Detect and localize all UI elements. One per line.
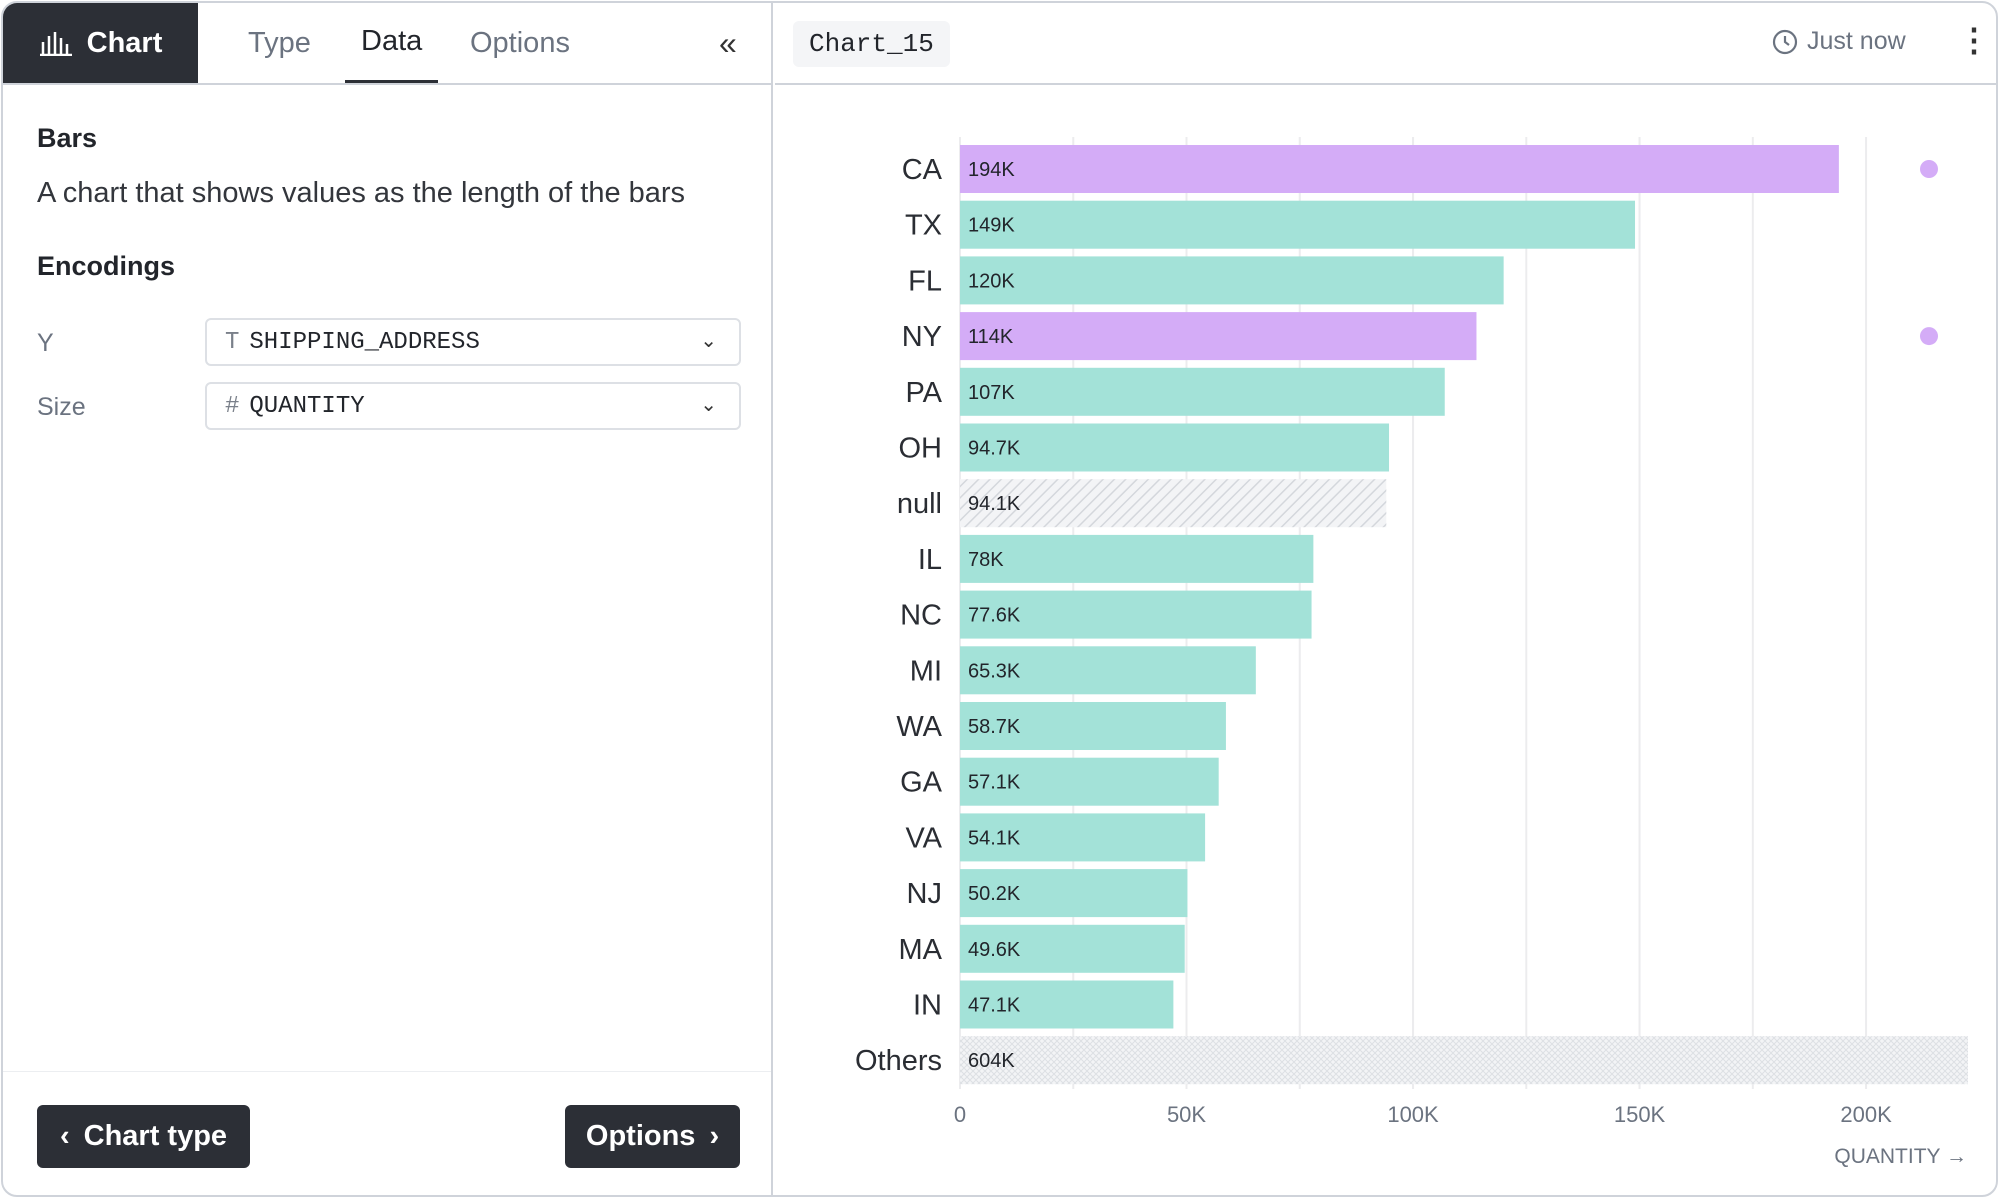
options-button-label: Options <box>585 1120 696 1152</box>
y-encoding-value: SHIPPING_ADDRESS <box>249 328 480 356</box>
chart-type-button[interactable]: ‹ Chart type <box>37 1105 250 1168</box>
y-tick-label: NY <box>902 321 942 353</box>
chart-description: A chart that shows values as the length … <box>37 177 686 209</box>
y-tick-label: OH <box>899 433 943 465</box>
tab-options[interactable]: Options <box>470 26 570 59</box>
y-tick-label: PA <box>905 377 942 409</box>
encodings-title: Encodings <box>37 251 176 281</box>
x-tick-label: 100K <box>1387 1102 1439 1127</box>
tab-data[interactable]: Data <box>345 3 439 83</box>
bar-chart-icon <box>39 32 72 56</box>
bar-value-label: 149K <box>968 215 1015 237</box>
size-encoding-value: QUANTITY <box>249 392 365 420</box>
y-tick-label: NJ <box>907 878 942 910</box>
bar-ma <box>960 924 1185 973</box>
bar-value-label: 57.1K <box>968 772 1021 794</box>
y-tick-label: CA <box>902 154 943 186</box>
bar-ga <box>960 757 1219 806</box>
bar-ca <box>960 145 1839 193</box>
bar-value-label: 107K <box>968 382 1015 404</box>
chevron-left-icon: ‹ <box>59 1120 70 1152</box>
highlight-dot <box>1920 327 1938 346</box>
chevron-down-icon: ⌄ <box>700 328 717 352</box>
chevron-down-icon: ⌄ <box>700 392 717 416</box>
bar-chart: CA 194K TX 149K FL 120K NY 114K PA 107K OH 94.7K nul… <box>855 137 1968 1168</box>
bar-value-label: 47.1K <box>968 995 1021 1017</box>
chart-header: Chart_15 Just now ⋮ <box>775 3 1996 85</box>
y-tick-label: MA <box>899 934 943 966</box>
bar-value-label: 65.3K <box>968 660 1021 682</box>
number-type-icon: # <box>225 392 240 420</box>
chart-type-button-label: Chart type <box>83 1120 228 1152</box>
bar-fl <box>960 256 1504 305</box>
bar-value-label: 58.7K <box>968 716 1021 738</box>
options-button[interactable]: Options › <box>565 1105 740 1168</box>
bar-value-label: 120K <box>968 270 1015 292</box>
bar-others <box>960 1036 1968 1085</box>
tab-type[interactable]: Type <box>248 26 311 59</box>
y-tick-label: IN <box>913 990 942 1022</box>
size-encoding-label: Size <box>37 393 86 421</box>
y-tick-label: null <box>897 488 942 520</box>
y-tick-label: Others <box>855 1045 942 1077</box>
x-axis-label: QUANTITY → <box>1834 1145 1967 1168</box>
y-tick-label: TX <box>905 210 942 242</box>
highlight-dot <box>1920 160 1938 178</box>
clock-history-icon <box>1772 29 1798 54</box>
x-tick-label: 200K <box>1840 1102 1892 1127</box>
bar-value-label: 194K <box>968 159 1015 181</box>
config-panel: Chart Type Data Options « Bars A chart t… <box>3 3 773 1195</box>
size-encoding-select[interactable]: # QUANTITY ⌄ <box>205 382 741 430</box>
bar-value-label: 54.1K <box>968 827 1021 849</box>
bar-pa <box>960 367 1445 416</box>
last-updated: Just now <box>1771 27 1906 56</box>
bar-null <box>960 479 1387 528</box>
y-tick-label: GA <box>900 767 943 799</box>
bar-value-label: 114K <box>968 326 1014 348</box>
chart-area: Chart_15 Just now ⋮ CA 194K TX 149K FL 120K NY… <box>775 3 1996 1195</box>
bar-value-label: 50.2K <box>968 883 1021 905</box>
chart-tab-label: Chart <box>86 26 163 59</box>
section-title: Bars <box>37 123 98 153</box>
bar-wa <box>960 702 1226 750</box>
chart-name[interactable]: Chart_15 <box>793 21 950 67</box>
chart-tab[interactable]: Chart <box>3 3 198 83</box>
bar-mi <box>960 646 1256 695</box>
bar-ny <box>960 312 1477 361</box>
bar-value-label: 78K <box>968 549 1004 571</box>
bar-nj <box>960 869 1188 918</box>
y-tick-label: IL <box>918 544 942 576</box>
double-chevron-left-icon[interactable]: « <box>719 25 737 61</box>
y-tick-label: MI <box>910 655 942 687</box>
y-tick-label: VA <box>905 822 942 854</box>
panel-footer-divider <box>3 1071 771 1072</box>
bar-oh <box>960 423 1390 472</box>
bar-value-label: 604K <box>968 1050 1015 1072</box>
bar-tx <box>960 200 1636 249</box>
x-tick-label: 150K <box>1614 1102 1666 1127</box>
bar-nc <box>960 590 1312 639</box>
x-tick-label: 0 <box>954 1102 966 1127</box>
text-type-icon: T <box>225 328 240 356</box>
bar-value-label: 77.6K <box>968 605 1021 627</box>
bar-value-label: 49.6K <box>968 939 1021 961</box>
y-tick-label: WA <box>896 711 942 743</box>
bar-value-label: 94.7K <box>968 438 1021 460</box>
bar-il <box>960 534 1314 583</box>
panel-tabs: Chart Type Data Options « <box>3 3 771 85</box>
last-updated-text: Just now <box>1807 27 1906 55</box>
chevron-right-icon: › <box>709 1120 720 1152</box>
y-tick-label: NC <box>900 600 942 632</box>
y-encoding-label: Y <box>37 329 54 357</box>
bar-in <box>960 980 1174 1029</box>
more-vertical-icon[interactable]: ⋮ <box>1958 22 1990 58</box>
y-encoding-select[interactable]: T SHIPPING_ADDRESS ⌄ <box>205 318 741 366</box>
x-tick-label: 50K <box>1167 1102 1206 1127</box>
bar-va <box>960 813 1206 862</box>
y-tick-label: FL <box>908 265 942 297</box>
bar-value-label: 94.1K <box>968 493 1021 515</box>
